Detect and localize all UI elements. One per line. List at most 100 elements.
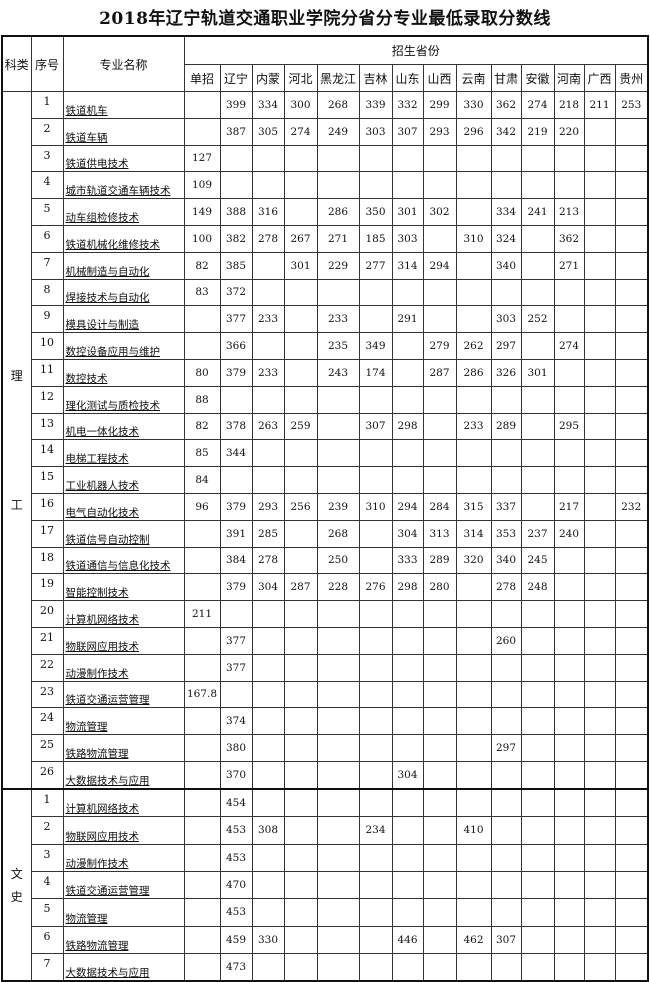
score-cell (553, 680, 585, 709)
score-cell (183, 925, 221, 955)
score-cell: 100 (183, 224, 221, 253)
score-cell (316, 953, 360, 982)
score-cell: 185 (358, 224, 393, 253)
score-cell: 399 (219, 91, 253, 119)
score-cell (553, 546, 585, 575)
score-cell: 85 (183, 439, 221, 468)
score-cell (183, 843, 221, 872)
score-cell (219, 680, 253, 709)
score-cell: 340 (490, 546, 522, 575)
row-index: 1 (30, 91, 64, 119)
score-cell (455, 439, 492, 468)
score-cell (283, 898, 318, 927)
score-cell (553, 358, 585, 387)
score-cell: 271 (316, 224, 360, 253)
row-index: 9 (30, 305, 64, 334)
major-name-cell: 理化测试与质检技术 (62, 385, 185, 414)
header-column: 山东 (391, 64, 424, 92)
score-cell: 259 (283, 412, 318, 441)
page-title: 2018年辽宁轨道交通职业学院分省分专业最低录取分数线 (99, 9, 551, 29)
score-cell: 380 (219, 734, 253, 762)
score-cell (455, 953, 492, 982)
score-cell (455, 898, 492, 927)
score-cell (283, 734, 318, 762)
row-index: 17 (30, 519, 64, 548)
score-cell (251, 144, 285, 173)
score-cell (251, 171, 285, 200)
score-cell (553, 171, 585, 200)
score-cell: 276 (358, 573, 393, 602)
score-cell (583, 385, 616, 414)
table-row: 13 机电一体化技术 82 378 263 259 307 298 233 289 295 (2, 412, 649, 441)
score-cell (583, 492, 616, 521)
score-cell (219, 600, 253, 628)
score-cell: 388 (219, 198, 253, 226)
score-cell (391, 816, 424, 845)
score-cell (316, 925, 360, 955)
score-cell (553, 305, 585, 334)
score-cell: 299 (422, 91, 457, 119)
score-cell (614, 816, 649, 845)
score-cell (553, 144, 585, 173)
score-cell (614, 546, 649, 575)
header-column: 河南 (553, 64, 585, 92)
score-cell (183, 305, 221, 334)
score-cell: 334 (490, 198, 522, 226)
score-cell: 377 (219, 653, 253, 682)
score-cell (583, 439, 616, 468)
score-cell (283, 953, 318, 982)
score-cell (183, 760, 221, 790)
score-cell (583, 466, 616, 494)
score-cell (583, 843, 616, 872)
score-cell (358, 734, 393, 762)
score-cell: 296 (455, 117, 492, 146)
score-cell (455, 626, 492, 655)
row-index: 11 (30, 358, 64, 387)
score-cell: 334 (251, 91, 285, 119)
category-char: 工 (10, 497, 23, 512)
score-cell (283, 385, 318, 414)
score-cell (283, 332, 318, 360)
score-cell (455, 198, 492, 226)
score-cell (455, 305, 492, 334)
score-cell (251, 332, 285, 360)
score-cell (553, 734, 585, 762)
score-cell (183, 573, 221, 602)
major-name-cell: 计算机网络技术 (62, 600, 185, 628)
table-row: 3 动漫制作技术 453 (2, 843, 649, 872)
score-cell (583, 816, 616, 845)
score-cell: 473 (219, 953, 253, 982)
score-cell: 372 (219, 278, 253, 307)
score-cell (490, 680, 522, 709)
score-cell (455, 573, 492, 602)
header-column: 安徽 (520, 64, 555, 92)
major-name-cell: 工业机器人技术 (62, 466, 185, 494)
score-cell: 301 (283, 251, 318, 280)
score-cell: 82 (183, 251, 221, 280)
major-name-cell: 铁道机械化维修技术 (62, 224, 185, 253)
major-name: 动车组检修技术 (65, 211, 140, 224)
score-cell (283, 600, 318, 628)
score-cell: 384 (219, 546, 253, 575)
score-cell (520, 224, 555, 253)
score-cell: 84 (183, 466, 221, 494)
major-name: 城市轨道交通车辆技术 (65, 185, 171, 198)
score-cell (614, 953, 649, 982)
row-index: 3 (30, 144, 64, 173)
major-name: 机电一体化技术 (65, 426, 140, 439)
score-cell (490, 898, 522, 927)
score-cell (422, 653, 457, 682)
score-cell (614, 385, 649, 414)
score-cell (614, 224, 649, 253)
score-cell: 385 (219, 251, 253, 280)
score-cell: 268 (316, 519, 360, 548)
score-cell: 294 (422, 251, 457, 280)
major-name-cell: 焊接技术与自动化 (62, 278, 185, 307)
score-cell (553, 870, 585, 900)
score-cell: 274 (553, 332, 585, 360)
score-cell (553, 626, 585, 655)
score-cell: 379 (219, 492, 253, 521)
major-name: 智能控制技术 (65, 587, 129, 600)
score-cell (614, 680, 649, 709)
score-cell: 370 (219, 760, 253, 790)
